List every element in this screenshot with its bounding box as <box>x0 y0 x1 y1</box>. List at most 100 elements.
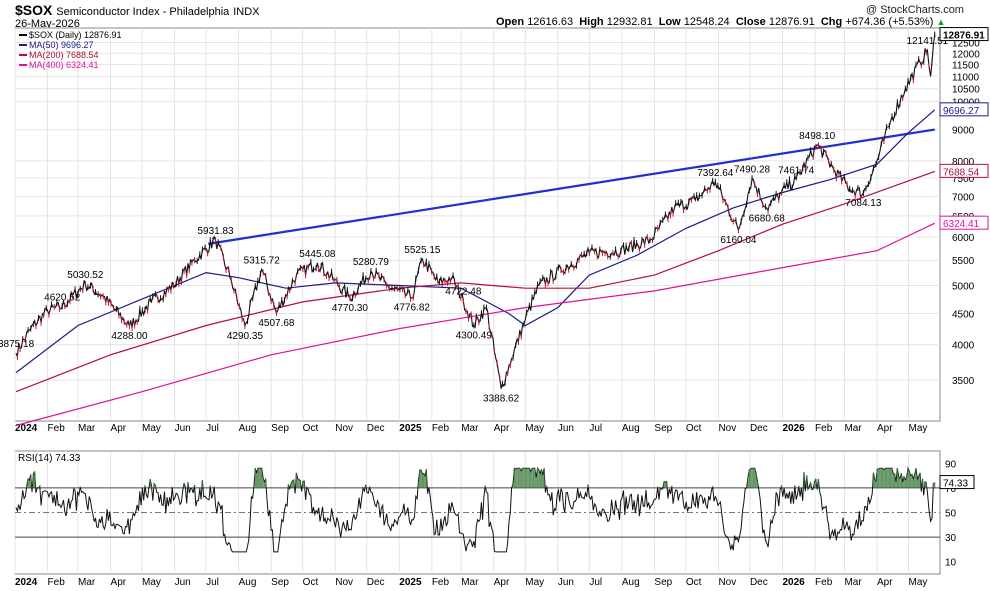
chart-symbol-line: $SOX Semiconductor Index - Philadelphia … <box>15 2 259 18</box>
close-label: Close <box>735 16 766 28</box>
x-tick-label: 2026 <box>783 577 806 588</box>
rsi-tick-label: 90 <box>945 459 957 470</box>
x-tick-label: Apr <box>111 577 127 588</box>
x-tick-label: Jun <box>558 423 574 434</box>
y-tick-label: 9000 <box>952 126 975 137</box>
x-tick-label: Jun <box>175 577 191 588</box>
x-tick-label: Mar <box>78 423 96 434</box>
tag-value: 12876.91 <box>943 31 985 42</box>
x-tick-label: Aug <box>622 423 640 434</box>
price-annotation: 4776.82 <box>394 303 431 314</box>
tag-box <box>939 215 989 230</box>
y-tick-label: 12000 <box>952 49 980 60</box>
rsi-tick-label: 30 <box>945 533 957 544</box>
x-tick-label: Feb <box>432 577 450 588</box>
x-tick-label: Jul <box>206 577 219 588</box>
price-annotation: 5030.52 <box>67 270 104 281</box>
last-value-tag: 12876.91 <box>939 27 989 42</box>
resistance-trendline <box>208 128 935 245</box>
price-annotation: 5315.72 <box>244 255 281 266</box>
legend-entry: MA(400) 6324.41 <box>29 60 99 70</box>
x-tick-label: Sep <box>654 577 672 588</box>
chg-value: +674.36 (+5.53%) <box>845 16 934 28</box>
x-tick-label: Apr <box>494 577 510 588</box>
price-annotation: 4507.68 <box>258 318 295 329</box>
price-annotation: 3875.18 <box>0 339 35 350</box>
x-tick-label: Oct <box>303 577 319 588</box>
x-tick-label: Apr <box>877 423 893 434</box>
legend-entry: MA(200) 7688.54 <box>29 50 99 60</box>
x-tick-label: May <box>525 577 544 588</box>
y-tick-label: 7500 <box>952 174 975 185</box>
x-tick-label: 2026 <box>783 423 806 434</box>
x-tick-label: May <box>909 577 928 588</box>
price-panel <box>14 27 941 422</box>
price-annotation: 5525.15 <box>404 245 441 256</box>
x-tick-label: Aug <box>239 423 257 434</box>
price-annotation: 8498.10 <box>799 131 836 142</box>
y-tick-label: 11500 <box>952 61 980 72</box>
x-tick-label: Jul <box>589 577 602 588</box>
x-tick-label: Nov <box>335 577 353 588</box>
price-annotation: 7084.13 <box>845 198 882 209</box>
x-tick-label: 2025 <box>399 577 422 588</box>
x-tick-label: Nov <box>335 423 353 434</box>
ma-line-1 <box>15 109 936 374</box>
x-tick-label: Dec <box>367 577 385 588</box>
x-tick-label: Sep <box>271 577 289 588</box>
x-tick-label: Mar <box>461 423 479 434</box>
tag-value: 7688.54 <box>943 167 980 178</box>
x-tick-label: Mar <box>844 577 862 588</box>
price-annotation: 5931.83 <box>197 226 234 237</box>
x-tick-label: Jul <box>206 423 219 434</box>
watermark: @ StockCharts.com <box>866 4 964 16</box>
tag-value: 9696.27 <box>943 106 980 117</box>
price-annotation: 3388.62 <box>483 394 520 405</box>
x-tick-label: May <box>142 577 161 588</box>
x-tick-label: Apr <box>494 423 510 434</box>
last-value-tag: 7688.54 <box>939 163 989 178</box>
ma-line-2 <box>15 170 936 393</box>
x-tick-label: Jul <box>589 423 602 434</box>
rsi-tick-label: 10 <box>945 558 957 569</box>
ma-line-3 <box>15 222 936 427</box>
tag-box <box>939 27 989 42</box>
y-tick-label: 4500 <box>952 309 975 320</box>
x-tick-label: Nov <box>718 423 736 434</box>
x-tick-label: Feb <box>815 577 833 588</box>
price-annotation: 5445.08 <box>299 249 336 260</box>
legend-entry: $SOX (Daily) 12876.91 <box>29 30 122 40</box>
tag-value: 6324.41 <box>943 219 980 230</box>
price-annotation: 5280.79 <box>353 257 390 268</box>
chart-date: 26-May-2026 <box>15 18 80 30</box>
x-tick-label: Dec <box>750 577 768 588</box>
symbol: $SOX <box>15 2 53 18</box>
rsi-value-tag: 74.33 <box>939 475 975 490</box>
price-annotation: 6160.04 <box>720 235 757 246</box>
price-annotation: 7461.74 <box>778 165 815 176</box>
x-tick-label: Jun <box>558 577 574 588</box>
x-tick-label: Mar <box>844 423 862 434</box>
price-annotation: 4722.48 <box>445 287 482 298</box>
x-tick-label: Oct <box>686 577 702 588</box>
open-value: 12616.63 <box>527 16 574 28</box>
y-tick-label: 4000 <box>952 341 975 352</box>
y-tick-label: 7000 <box>952 192 975 203</box>
price-annotation: 4290.35 <box>227 331 264 342</box>
high-label: High <box>579 16 604 28</box>
rsi-tick-label: 70 <box>945 484 957 495</box>
low-label: Low <box>658 16 681 28</box>
price-annotation: 4770.30 <box>332 303 369 314</box>
x-tick-label: Aug <box>239 577 257 588</box>
low-value: 12548.24 <box>683 16 730 28</box>
legend-entry: MA(50) 9696.27 <box>29 40 94 50</box>
up-arrow-icon: ▲ <box>936 17 946 27</box>
last-value-tag: 9696.27 <box>939 102 989 117</box>
ohlc-bar: Open 12616.63 High 12932.81 Low 12548.24… <box>496 16 945 28</box>
price-annotation: 6680.68 <box>749 214 786 225</box>
tag-value: 74.33 <box>943 479 968 490</box>
y-tick-label: 5500 <box>952 256 975 267</box>
open-label: Open <box>496 16 525 28</box>
high-value: 12932.81 <box>606 16 653 28</box>
